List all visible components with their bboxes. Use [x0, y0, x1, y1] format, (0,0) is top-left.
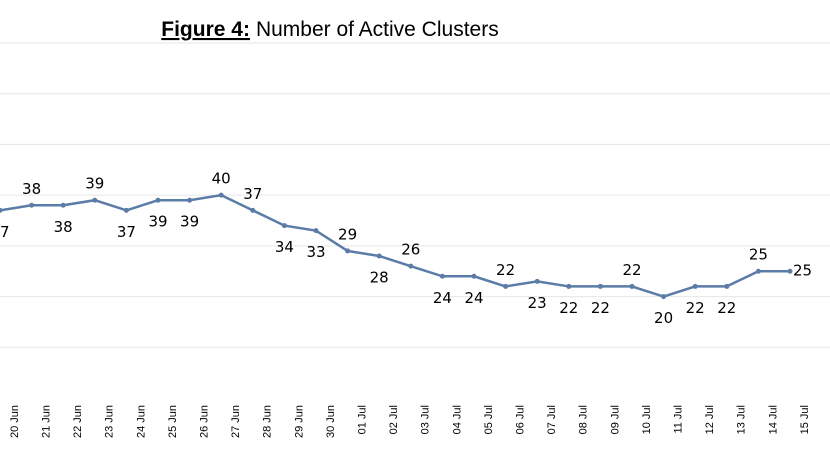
title-text: Number of Active Clusters: [256, 18, 499, 41]
data-label: 22: [591, 299, 610, 317]
data-point: [92, 197, 98, 203]
data-label: 22: [622, 261, 641, 279]
x-tick-label: 01 Jul: [357, 405, 369, 434]
x-tick-label: 28 Jun: [262, 405, 274, 438]
data-point: [345, 248, 351, 254]
chart-title: Figure 4: Number of Active Clusters: [161, 18, 498, 41]
data-point: [0, 207, 3, 213]
data-label: 22: [717, 299, 736, 317]
data-label: 22: [559, 299, 578, 317]
data-point: [566, 283, 572, 289]
x-tick-label: 26 Jun: [199, 405, 211, 438]
x-tick-label: 08 Jul: [578, 405, 590, 434]
data-label: 33: [306, 243, 325, 261]
data-label: 39: [85, 175, 104, 193]
data-point: [661, 294, 667, 300]
x-tick-label: 09 Jul: [609, 405, 621, 434]
data-point: [123, 207, 129, 213]
data-label: 25: [793, 262, 812, 280]
data-point: [408, 263, 414, 269]
data-point: [787, 268, 793, 274]
data-label: 34: [275, 238, 294, 256]
data-point: [60, 202, 66, 208]
x-tick-label: 24 Jun: [135, 405, 147, 438]
data-point: [534, 278, 540, 284]
data-label: 28: [370, 269, 389, 287]
x-tick-label: 06 Jul: [515, 405, 527, 434]
data-label: 38: [54, 218, 73, 236]
x-tick-label: 13 Jul: [736, 405, 748, 434]
data-point: [218, 192, 224, 198]
x-tick-label: 03 Jul: [420, 405, 432, 434]
data-point: [155, 197, 161, 203]
data-label: 24: [464, 289, 483, 307]
data-point: [313, 228, 319, 234]
data-label: 38: [22, 180, 41, 198]
data-label: 37: [0, 223, 10, 241]
x-tick-label: 21 Jun: [41, 405, 53, 438]
x-tick-label: 11 Jul: [673, 405, 685, 434]
data-point: [439, 273, 445, 279]
data-point: [471, 273, 477, 279]
data-point: [692, 283, 698, 289]
data-label: 20: [654, 309, 673, 327]
x-tick-label: 07 Jul: [546, 405, 558, 434]
data-label: 40: [212, 170, 231, 188]
x-tick-label: 30 Jun: [325, 405, 337, 438]
title-prefix: Figure 4:: [161, 18, 250, 41]
x-tick-label: 05 Jul: [483, 405, 495, 434]
data-label: 29: [338, 225, 357, 243]
x-tick-label: 22 Jun: [72, 405, 84, 438]
data-point: [187, 197, 193, 203]
x-tick-label: 10 Jul: [641, 405, 653, 434]
data-label: 24: [433, 289, 452, 307]
x-tick-label: 23 Jun: [104, 405, 116, 438]
data-label: 39: [180, 213, 199, 231]
data-label: 23: [528, 294, 547, 312]
data-label: 37: [243, 185, 262, 203]
data-label: 26: [401, 241, 420, 259]
data-point: [629, 283, 635, 289]
x-tick-label: 12 Jul: [704, 405, 716, 434]
data-label: 25: [749, 246, 768, 264]
data-point: [250, 207, 256, 213]
x-tick-label: 04 Jul: [451, 405, 463, 434]
data-label: 39: [148, 213, 167, 231]
data-label: 22: [686, 299, 705, 317]
x-tick-label: 15 Jul: [799, 405, 811, 434]
data-point: [755, 268, 761, 274]
data-point: [597, 283, 603, 289]
x-tick-label: 14 Jul: [767, 405, 779, 434]
x-tick-label: 20 Jun: [9, 405, 21, 438]
data-point: [503, 283, 509, 289]
x-tick-label: 02 Jul: [388, 405, 400, 434]
x-tick-label: 29 Jun: [293, 405, 305, 438]
data-label: 22: [496, 261, 515, 279]
data-point: [724, 283, 730, 289]
data-point: [281, 223, 287, 229]
x-tick-label: 27 Jun: [230, 405, 242, 438]
data-line: [0, 193, 790, 298]
x-tick-label: 25 Jun: [167, 405, 179, 438]
data-label: 37: [117, 223, 136, 241]
data-point: [29, 202, 35, 208]
data-point: [376, 253, 382, 259]
